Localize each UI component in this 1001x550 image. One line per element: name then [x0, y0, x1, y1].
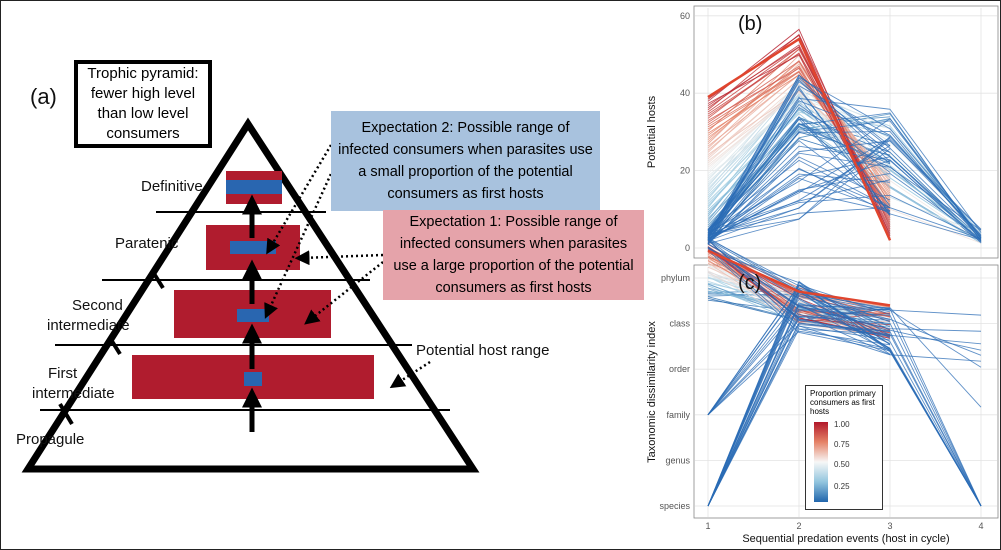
color-legend: Proportion primary consumers as first ho…	[805, 385, 883, 510]
series-line	[707, 120, 982, 241]
panel-b-letter: (b)	[738, 13, 762, 35]
series-line	[707, 298, 891, 416]
series-line	[707, 167, 891, 242]
series-line	[707, 97, 982, 245]
legend-title: Proportion primary consumers as first ho…	[810, 389, 876, 416]
b-y-tick-label: 60	[680, 11, 690, 21]
series-line	[707, 83, 891, 172]
series-line	[707, 238, 982, 351]
blue-first	[244, 372, 262, 386]
legend-tick-4: 0.25	[834, 482, 850, 491]
panel-b-lines	[707, 28, 982, 245]
trophic-pyramid-box: Trophic pyramid: fewer high level than l…	[74, 60, 212, 148]
series-line	[707, 247, 982, 332]
c-y-tick-label: phylum	[661, 273, 690, 283]
series-line	[707, 246, 982, 408]
axis-ticks: 1 2 3 40204060speciesgenusfamilyorderclassp…	[659, 11, 983, 531]
c-y-tick-label: genus	[665, 455, 690, 465]
b-y-tick-label: 20	[680, 166, 690, 176]
mean-line	[707, 37, 892, 241]
series-line	[707, 125, 891, 236]
level-second-line2: intermediate	[47, 317, 130, 334]
x-tick-label: 2	[796, 521, 801, 531]
legend-tick-1: 1.00	[834, 420, 850, 429]
series-line	[707, 280, 982, 507]
level-first-line1: First	[48, 365, 78, 382]
series-line	[707, 139, 982, 236]
series-line	[707, 118, 891, 234]
series-line	[707, 112, 982, 242]
series-line	[707, 59, 891, 194]
x-axis-label: Sequential predation events (host in cyc…	[742, 533, 949, 545]
series-line	[707, 76, 982, 239]
series-line	[707, 313, 891, 507]
series-line	[707, 79, 891, 245]
panel-a-letter: (a)	[30, 84, 57, 109]
blue-paratenic	[230, 241, 276, 254]
series-line	[707, 194, 982, 240]
series-line	[707, 304, 982, 507]
series-line	[707, 152, 891, 245]
expectation-2-box: Expectation 2: Possible range of infecte…	[331, 111, 600, 211]
legend-tick-3: 0.50	[834, 460, 850, 469]
c-y-tick-label: family	[666, 410, 690, 420]
potential-host-range-label: Potential host range	[416, 342, 550, 359]
series-line	[707, 239, 891, 320]
series-line	[707, 89, 982, 237]
b-y-tick-label: 40	[680, 88, 690, 98]
panel-c-lines	[707, 237, 982, 507]
x-tick-label: 3	[887, 521, 892, 531]
c-y-tick-label: species	[659, 501, 690, 511]
series-line	[707, 324, 982, 507]
b-y-tick-label: 0	[685, 243, 690, 253]
series-line	[707, 168, 891, 236]
c-y-tick-label: order	[669, 364, 690, 374]
legend-tick-2: 0.75	[834, 440, 850, 449]
blue-second	[237, 309, 269, 322]
series-line	[707, 172, 982, 240]
series-line	[707, 330, 891, 416]
mean-line	[707, 249, 891, 307]
panel-c-letter: (c)	[738, 272, 761, 294]
level-first-line2: intermediate	[32, 385, 115, 402]
level-paratenic: Paratenic	[115, 235, 179, 252]
series-line	[707, 322, 891, 507]
blue-definitive	[226, 180, 282, 194]
series-line	[707, 145, 982, 244]
level-propagule: Propagule	[16, 431, 85, 448]
series-line	[707, 207, 891, 235]
legend-colorbar	[814, 422, 828, 502]
pyramid-outline	[21, 117, 480, 473]
series-line	[707, 81, 891, 240]
c-y-tick-label: class	[669, 319, 690, 329]
x-tick-label: 4	[978, 521, 983, 531]
series-line	[707, 308, 891, 416]
series-line	[707, 137, 982, 242]
expectation-1-box: Expectation 1: Possible range of infecte…	[383, 210, 644, 300]
series-line	[707, 74, 891, 238]
level-second-line1: Second	[72, 297, 123, 314]
series-line	[707, 73, 891, 185]
series-line	[707, 239, 982, 507]
series-line	[707, 177, 891, 243]
series-line	[707, 284, 891, 507]
series-line	[707, 159, 982, 242]
panel-b-ylabel: Potential hosts	[646, 95, 658, 168]
panel-c-ylabel: Taxonomic dissimilarity index	[646, 321, 658, 463]
series-line	[707, 106, 891, 233]
level-definitive: Definitive	[141, 178, 203, 195]
series-line	[707, 156, 891, 244]
series-line	[707, 96, 982, 241]
x-tick-label: 1	[705, 521, 710, 531]
